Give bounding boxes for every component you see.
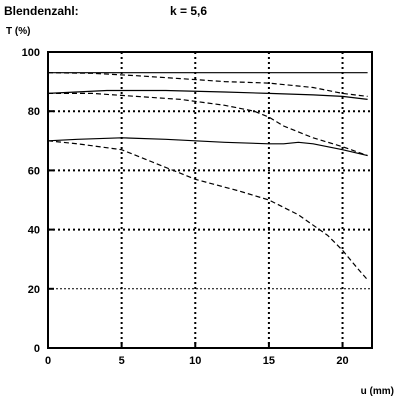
y-tick-label-80: 80 xyxy=(28,106,40,118)
aperture-value: k = 5,6 xyxy=(170,4,208,18)
series-line-2-dashed xyxy=(47,72,368,97)
x-axis-title: u (mm) xyxy=(361,386,394,397)
tick-labels: 0 20 40 60 80 100 0 5 10 15 20 xyxy=(22,47,349,367)
x-tick-label-5: 5 xyxy=(119,355,125,367)
grid xyxy=(47,51,372,349)
x-tick-label-0: 0 xyxy=(45,355,51,367)
y-tick-label-100: 100 xyxy=(22,47,40,59)
y-tick-label-0: 0 xyxy=(34,343,40,355)
aperture-label: Blendenzahl: xyxy=(4,4,79,18)
plot-frame xyxy=(47,51,373,349)
y-tick-label-20: 20 xyxy=(28,284,40,296)
y-tick-label-60: 60 xyxy=(28,165,40,177)
series-line-5-solid xyxy=(47,137,368,157)
x-tick-label-20: 20 xyxy=(336,355,348,367)
x-tick-label-10: 10 xyxy=(189,355,201,367)
x-tick-label-15: 15 xyxy=(263,355,275,367)
series-line-3-solid xyxy=(47,89,368,100)
y-tick-label-40: 40 xyxy=(28,225,40,237)
series-lines xyxy=(47,72,369,281)
y-axis-title: T (%) xyxy=(6,26,30,37)
series-line-4-dashed xyxy=(48,92,368,157)
series-line-6-dashed xyxy=(47,140,369,281)
